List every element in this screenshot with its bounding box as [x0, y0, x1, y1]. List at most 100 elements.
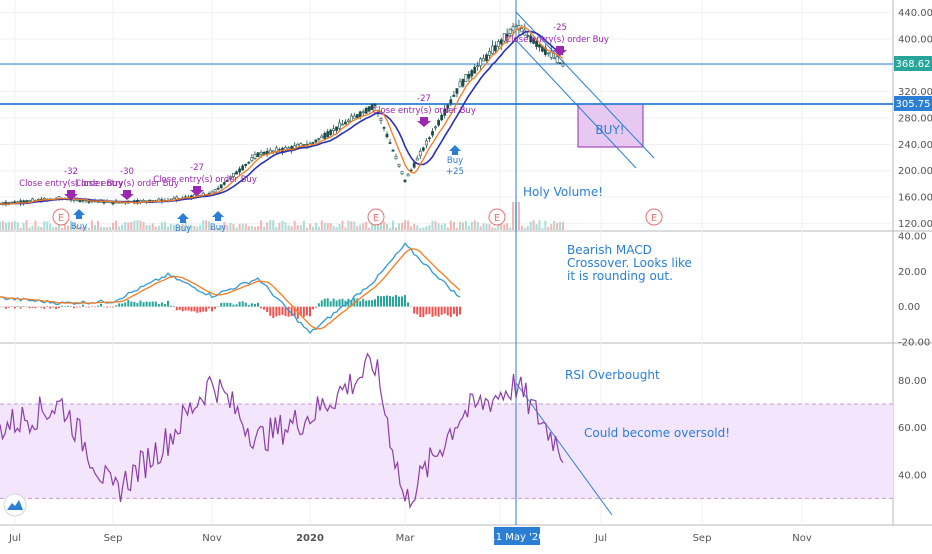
macd-histogram-bar: [187, 306, 190, 311]
price-candle: [361, 111, 365, 114]
volume-bar: [395, 227, 397, 230]
macd-histogram-bar: [124, 302, 127, 307]
macd-histogram-bar: [208, 306, 211, 309]
volume-bar: [452, 221, 455, 230]
macd-histogram-bar: [269, 306, 272, 316]
price-candle: [428, 137, 431, 140]
volume-bar: [278, 222, 281, 230]
volume-bar: [368, 227, 371, 230]
macd-histogram-bar: [0, 306, 1, 308]
macd-histogram-bar: [401, 296, 403, 307]
macd-histogram-bar: [133, 301, 136, 307]
price-candle: [317, 138, 321, 140]
rsi-trend-line: [515, 382, 613, 516]
volume-bar: [338, 224, 341, 230]
volume-bar: [13, 221, 16, 230]
volume-bar: [350, 221, 353, 230]
earnings-marker[interactable]: E: [488, 208, 506, 226]
macd-histogram-bar: [374, 299, 376, 307]
buy-signal[interactable]: Buy: [71, 209, 87, 232]
signal-pnl: -27: [417, 94, 431, 104]
volume-bar: [386, 223, 388, 230]
volume-bar: [229, 223, 232, 230]
macd-histogram-bar: [314, 306, 317, 308]
volume-bar: [317, 226, 320, 230]
price-candle: [538, 44, 541, 48]
price-candle: [529, 35, 533, 43]
macd-histogram-bar: [449, 306, 452, 318]
price-candle: [434, 126, 437, 129]
price-candle: [355, 114, 359, 118]
volume-bar: [100, 226, 102, 230]
volume-bar: [311, 226, 314, 230]
macd-histogram-bar: [169, 305, 172, 307]
earnings-marker[interactable]: E: [367, 208, 385, 226]
volume-bar: [488, 224, 491, 230]
volume-bar: [455, 227, 458, 230]
price-candle: [479, 58, 483, 67]
macd-histogram-bar: [247, 305, 250, 307]
tradingview-icon[interactable]: [3, 493, 27, 517]
macd-histogram-bar: [434, 306, 437, 316]
macd-histogram-bar: [371, 300, 374, 307]
macd-histogram-bar: [58, 306, 61, 309]
price-candle: [229, 176, 232, 179]
volume-bar: [37, 226, 40, 230]
volume-bar: [109, 227, 111, 230]
close-arrow-icon: [64, 190, 78, 200]
macd-axis-tick: 20.00: [898, 267, 927, 278]
price-candle: [514, 24, 518, 27]
macd-axis-tick: 0.00: [898, 302, 920, 313]
buy-signal[interactable]: Buy +25: [446, 145, 464, 177]
macd-histogram-bar: [317, 303, 320, 307]
macd-histogram-bar: [422, 306, 425, 318]
volume-bar: [241, 223, 244, 230]
volume-bar: [473, 220, 476, 230]
macd-histogram-bar: [148, 301, 151, 307]
close-signal[interactable]: -32 Close entry(s) order Buy: [19, 167, 123, 200]
macd-histogram-bar: [238, 301, 241, 307]
annotation-macd-line-3: it is rounding out.: [567, 269, 673, 283]
price-candle: [373, 104, 377, 106]
macd-histogram-bar: [389, 296, 391, 307]
volume-bar: [130, 222, 133, 230]
earnings-marker[interactable]: E: [645, 208, 663, 226]
macd-histogram-bar: [40, 306, 43, 308]
close-signal[interactable]: -27 Close entry(s) order Buy: [153, 163, 257, 196]
ma-fast-line: [0, 26, 564, 205]
macd-histogram-bar: [431, 306, 434, 317]
buy-signal[interactable]: Buy: [175, 213, 191, 234]
close-signal[interactable]: -25 Close entry(s) order Buy: [505, 23, 609, 56]
earnings-marker[interactable]: E: [52, 208, 70, 226]
trend-line-upper: [515, 11, 655, 159]
volume-bar: [127, 222, 130, 230]
price-candle: [216, 187, 220, 190]
price-candle: [511, 26, 515, 31]
macd-histogram-bar: [309, 306, 311, 317]
volume-bar: [79, 227, 81, 230]
price-candle: [332, 128, 336, 131]
volume-bar: [374, 221, 376, 230]
price-candle: [461, 79, 465, 87]
macd-histogram-bar: [332, 298, 335, 307]
last-price-text: 368.62: [896, 59, 931, 70]
volume-bar: [73, 223, 75, 230]
price-candle: [241, 165, 245, 171]
price-candle: [485, 54, 488, 61]
close-signal[interactable]: -30 Close entry(s) order Buy: [75, 167, 179, 200]
volume-bar: [214, 227, 217, 230]
price-axis-tick: 160.00: [898, 193, 932, 204]
price-axis-tick: 240.00: [898, 140, 932, 151]
price-axis-tick: 120.00: [898, 219, 932, 230]
volume-bar: [392, 220, 394, 230]
buy-signal[interactable]: Buy: [210, 211, 226, 233]
signal-label: Buy: [447, 156, 463, 166]
volume-bar: [1, 221, 4, 230]
close-signal[interactable]: -27 Close entry(s) order Buy: [372, 94, 476, 127]
volume-bar: [196, 226, 199, 230]
signal-label: Close entry(s) order Buy: [372, 106, 476, 116]
volume-bar: [443, 223, 446, 230]
price-candle: [473, 66, 477, 74]
volume-bar: [323, 222, 326, 230]
macd-histogram-bar: [311, 306, 314, 310]
